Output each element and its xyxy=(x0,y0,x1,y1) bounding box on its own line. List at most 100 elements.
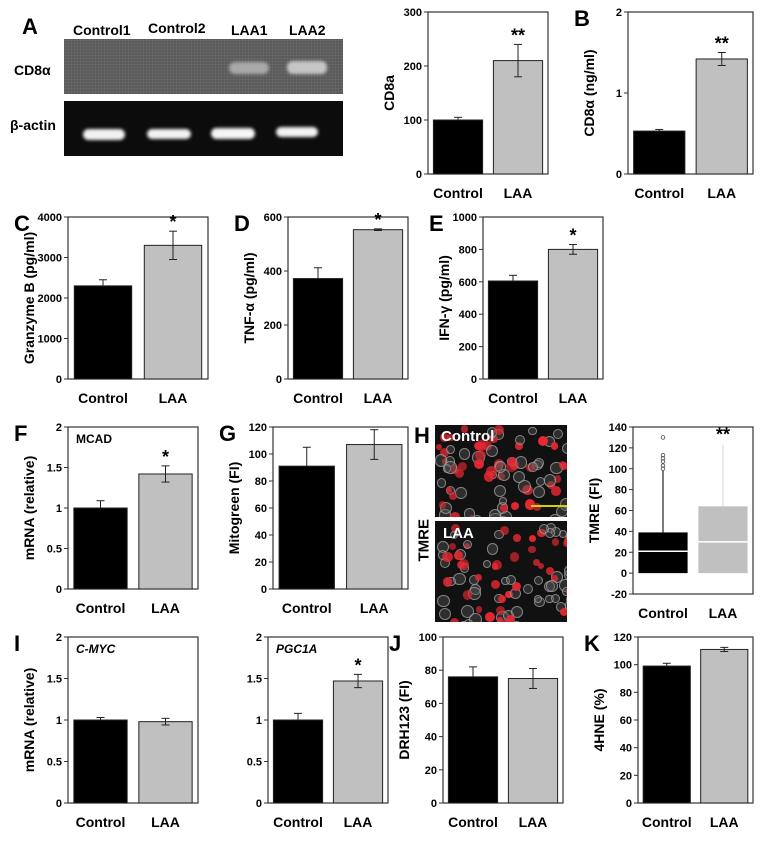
y-tick-label: 1 xyxy=(616,88,622,100)
panel-letter: C xyxy=(14,211,30,236)
y-tick-label: 1 xyxy=(56,503,62,515)
cell xyxy=(486,445,498,457)
cell xyxy=(494,425,504,435)
gel-row-label-beta-actin: β-actin xyxy=(10,117,56,133)
bar-control xyxy=(643,666,690,803)
y-axis-label: 4HNE (%) xyxy=(591,688,607,751)
x-tick-label: LAA xyxy=(519,814,548,830)
y-tick-label: 80 xyxy=(255,476,267,488)
y-tick-label: 120 xyxy=(614,632,632,644)
y-tick-label: 80 xyxy=(620,687,632,699)
y-tick-label: 1000 xyxy=(38,334,62,346)
inset-label: C-MYC xyxy=(76,642,116,656)
panel-letter: G xyxy=(219,421,236,446)
y-tick-label: 20 xyxy=(615,547,627,559)
cell xyxy=(534,595,542,603)
x-tick-label: LAA xyxy=(364,390,393,406)
cell xyxy=(528,427,536,435)
y-tick-label: 200 xyxy=(459,342,477,354)
cell xyxy=(528,546,535,553)
micrograph-label-control: Control xyxy=(441,428,494,445)
x-tick-label: LAA xyxy=(710,814,739,830)
significance-marker: * xyxy=(162,447,169,467)
y-tick-label: 400 xyxy=(264,266,282,278)
bar-control xyxy=(634,131,685,174)
bar-laa xyxy=(353,230,402,379)
y-tick-label: 60 xyxy=(615,506,627,518)
cell xyxy=(464,619,473,622)
cell xyxy=(474,459,484,469)
lane-label-control1: Control1 xyxy=(73,22,131,38)
y-tick-label: 1.5 xyxy=(247,674,262,686)
cell xyxy=(485,612,495,622)
x-tick-label: Control xyxy=(488,390,538,406)
cell xyxy=(446,445,455,454)
y-tick-label: 60 xyxy=(425,698,437,710)
band-control2 xyxy=(147,129,191,139)
bar-control xyxy=(279,466,334,589)
y-tick-label: 3000 xyxy=(38,253,62,265)
bar-laa xyxy=(548,249,597,379)
y-tick-label: 120 xyxy=(609,443,627,455)
y-tick-label: 40 xyxy=(425,732,437,744)
y-tick-label: 2 xyxy=(56,422,62,434)
lane-label-control2: Control2 xyxy=(148,20,206,36)
y-tick-label: 20 xyxy=(425,765,437,777)
y-tick-label: 0.5 xyxy=(247,757,262,769)
panel-letter: D xyxy=(234,211,250,236)
y-tick-label: -20 xyxy=(611,589,627,601)
y-tick-label: 2000 xyxy=(38,293,62,305)
cell xyxy=(464,508,475,517)
cell xyxy=(491,580,500,589)
x-tick-label: Control xyxy=(293,390,343,406)
x-tick-label: Control xyxy=(76,600,126,616)
y-tick-label: 100 xyxy=(419,632,437,644)
bar-laa xyxy=(347,445,402,589)
significance-marker: * xyxy=(354,655,361,675)
y-tick-label: 100 xyxy=(249,449,267,461)
cell xyxy=(552,538,560,546)
significance-marker: ** xyxy=(716,425,730,445)
y-tick-label: 0 xyxy=(626,798,632,810)
x-tick-label: Control xyxy=(638,605,688,621)
cell xyxy=(459,448,471,460)
y-axis-label: mRNA (relative) xyxy=(21,668,37,773)
y-axis-label: Mitogreen (FI) xyxy=(226,462,242,555)
cell xyxy=(439,501,446,508)
scale-bar xyxy=(531,505,567,507)
cell xyxy=(476,606,483,613)
y-tick-label: 800 xyxy=(459,244,477,256)
cell xyxy=(463,590,473,600)
inset-label: PGC1A xyxy=(276,642,317,656)
inset-label: MCAD xyxy=(76,432,112,446)
x-tick-label: Control xyxy=(634,185,684,201)
cell xyxy=(515,435,525,445)
x-tick-label: Control xyxy=(273,814,323,830)
panel-letter: I xyxy=(14,631,20,656)
cell xyxy=(511,502,519,510)
bar-laa xyxy=(508,679,557,804)
cell xyxy=(528,462,538,472)
significance-marker: * xyxy=(374,210,381,230)
y-tick-label: 300 xyxy=(404,7,422,19)
x-tick-label: LAA xyxy=(709,605,738,621)
bar-control xyxy=(293,279,342,379)
gel-beta-actin-blot xyxy=(64,101,343,156)
cell xyxy=(492,563,498,569)
y-tick-label: 4000 xyxy=(38,212,62,224)
bar-laa xyxy=(139,722,192,803)
y-tick-label: 1 xyxy=(256,715,262,727)
micrograph-side-label-tmre: TMRE xyxy=(416,522,433,562)
significance-marker: ** xyxy=(715,34,729,54)
x-tick-label: LAA xyxy=(159,390,188,406)
y-tick-label: 0 xyxy=(256,798,262,810)
cell xyxy=(551,442,559,450)
cell xyxy=(444,461,456,473)
bar-control xyxy=(448,677,497,803)
x-tick-label: Control xyxy=(642,814,692,830)
cell xyxy=(551,594,560,603)
